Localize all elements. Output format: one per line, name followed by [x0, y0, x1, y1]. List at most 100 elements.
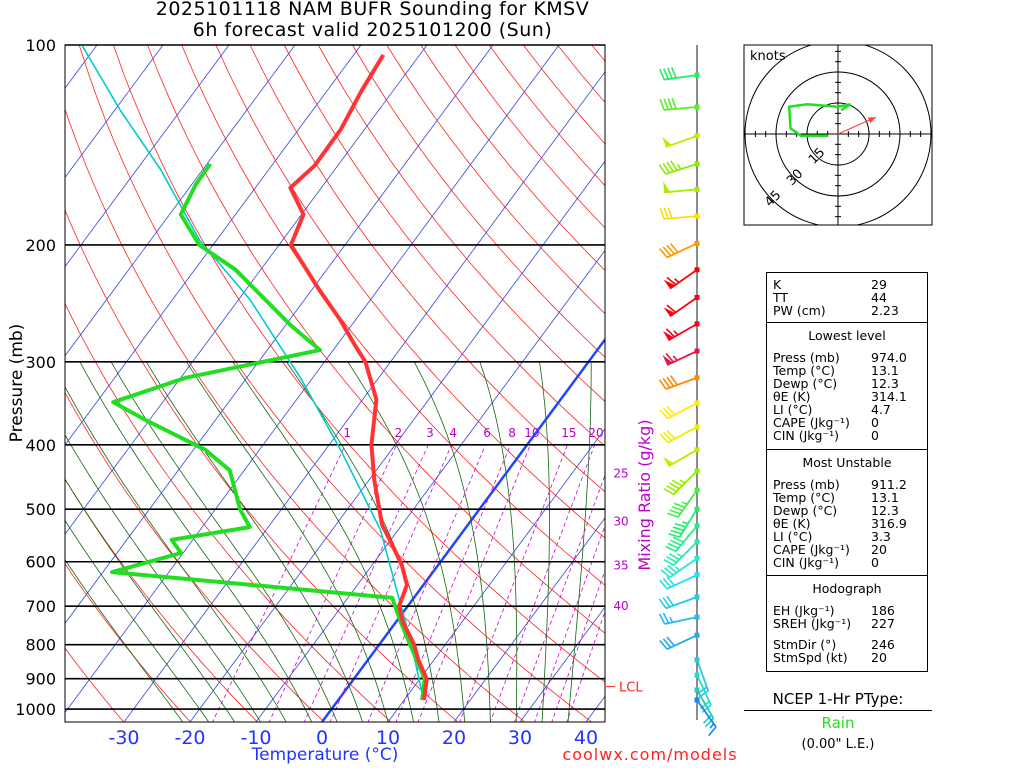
- barb-staff: [665, 134, 698, 148]
- barb-station-marker: [694, 594, 700, 600]
- barb-full: [670, 375, 678, 386]
- barb-half: [669, 616, 674, 623]
- wind-barb: [663, 294, 700, 318]
- barb-station-marker: [694, 348, 700, 354]
- wind-barb: [663, 468, 700, 496]
- barb-full: [662, 246, 672, 257]
- barb-half: [676, 553, 683, 558]
- stats-section-header: Hodograph: [812, 581, 882, 596]
- barb-staff: [677, 489, 698, 518]
- pressure-tick-label: 500: [25, 500, 56, 519]
- stat-value: 0: [871, 415, 879, 430]
- stat-row: LI (°C) 4.7: [773, 403, 921, 416]
- barb-full: [667, 512, 679, 518]
- barb-full: [658, 164, 667, 175]
- barb-full: [662, 638, 672, 648]
- barb-station-marker: [694, 213, 700, 219]
- barb-half: [673, 330, 679, 336]
- moist-adiabat: [413, 361, 491, 722]
- stat-label: EH (Jkg⁻¹): [773, 603, 835, 618]
- barb-full: [669, 509, 681, 515]
- mixing-ratio-tick-label: 4: [449, 426, 457, 440]
- barb-flag: [663, 279, 675, 289]
- barb-staff: [673, 470, 698, 495]
- stat-label: StmDir (°): [773, 637, 837, 652]
- barb-full: [663, 487, 675, 496]
- barb-full: [659, 248, 668, 258]
- barb-half: [672, 355, 678, 361]
- chart-title-line2: 6h forecast valid 2025101200 (Sun): [192, 19, 553, 41]
- temperature-tick-label: 30: [508, 727, 532, 749]
- credit-text: coolwx.com/models: [562, 745, 737, 764]
- moist-adiabat: [539, 361, 550, 722]
- barb-full: [662, 612, 670, 624]
- barb-station-marker: [694, 572, 700, 578]
- mixing-ratio-tick-label: 2: [395, 426, 403, 440]
- barb-station-marker: [694, 133, 700, 139]
- storm-motion-arrowhead: [867, 117, 876, 124]
- barb-staff: [664, 188, 698, 194]
- dry-adiabat: [65, 302, 392, 722]
- stat-label: K: [773, 277, 782, 292]
- isotherm: [65, 45, 164, 179]
- stat-label: LI (°C): [773, 402, 813, 417]
- barb-staff: [666, 634, 698, 650]
- stat-value: 246: [871, 637, 895, 652]
- stat-label: Temp (°C): [773, 490, 836, 505]
- freezing-isotherm: [320, 337, 605, 722]
- barb-full: [663, 567, 674, 576]
- barb-full: [662, 162, 671, 174]
- stat-label: TT: [773, 290, 789, 305]
- barb-full: [668, 533, 680, 538]
- stat-label: θE (K): [773, 389, 811, 404]
- wind-barb: [668, 506, 700, 538]
- barb-full: [704, 718, 715, 728]
- barb-full: [665, 545, 677, 552]
- stat-value: 2.23: [871, 303, 899, 318]
- mixing-ratio-line: [303, 444, 429, 722]
- barb-full: [663, 68, 670, 80]
- stat-value: 13.1: [871, 363, 899, 378]
- barb-station-marker: [694, 697, 700, 703]
- barb-full: [666, 576, 675, 586]
- stats-most-unstable: Most Unstable Press (mb) 911.2 Temp (°C) 13.…: [767, 450, 927, 576]
- mixing-ratio-tick-label: 15: [561, 426, 576, 440]
- barb-staff: [664, 616, 698, 625]
- barb-station-marker: [694, 240, 700, 246]
- barb-staff: [665, 596, 698, 610]
- isotherm: [255, 249, 605, 722]
- isotherm: [65, 45, 560, 714]
- dry-adiabat: [283, 45, 605, 447]
- stat-value: 227: [871, 616, 895, 631]
- stat-value: 13.1: [871, 490, 899, 505]
- moist-adiabat: [65, 386, 287, 722]
- barb-full: [659, 433, 669, 444]
- dry-adiabat: [65, 209, 459, 722]
- pressure-tick-label: 200: [25, 236, 56, 255]
- moist-adiabat: [110, 361, 338, 722]
- mixing-ratio-line: [212, 444, 346, 722]
- wind-barb: [659, 424, 700, 444]
- barb-full: [671, 479, 683, 487]
- mixing-ratio-tick-label: 20: [588, 426, 603, 440]
- wind-barb: [659, 572, 700, 590]
- mixing-ratio-line: [417, 444, 531, 722]
- wind-barb: [659, 240, 700, 259]
- stat-row: θE (K) 316.9: [773, 517, 921, 530]
- moist-adiabat: [65, 434, 261, 722]
- stat-value: 186: [871, 603, 895, 618]
- dry-adiabat: [65, 108, 526, 722]
- pressure-tick-label: 100: [25, 36, 56, 55]
- stat-row: LI (°C) 3.3: [773, 530, 921, 543]
- barb-staff: [666, 574, 698, 590]
- stats-section-header: Lowest level: [808, 328, 886, 343]
- barb-staff: [675, 525, 698, 552]
- wind-barb: [694, 697, 717, 737]
- stat-value: 911.2: [871, 477, 907, 492]
- stat-label: CAPE (Jkg⁻¹): [773, 415, 850, 430]
- barb-station-marker: [694, 294, 700, 300]
- dry-adiabat: [420, 45, 605, 272]
- barb-staff: [678, 508, 698, 538]
